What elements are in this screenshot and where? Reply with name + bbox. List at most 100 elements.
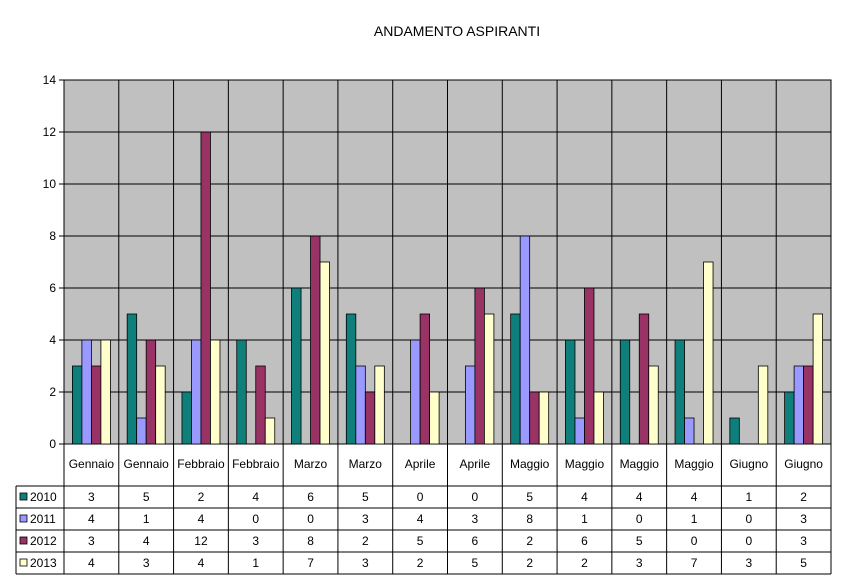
table-cell: 4 <box>636 490 643 504</box>
y-tick-label: 12 <box>43 125 57 139</box>
x-tick-label: Aprile <box>460 457 491 471</box>
x-tick-label: Maggio <box>565 457 605 471</box>
table-cell: 0 <box>417 490 424 504</box>
bar-2010-5 <box>291 287 302 445</box>
bar-2012-3 <box>200 131 211 445</box>
table-cell: 2 <box>417 556 424 570</box>
bar-2010-14 <box>784 391 795 445</box>
table-cell: 5 <box>143 490 150 504</box>
x-tick-label: Maggio <box>674 457 714 471</box>
table-cell: 3 <box>362 512 369 526</box>
bar-2013-6 <box>374 365 385 445</box>
bar-2013-9 <box>538 391 550 445</box>
bar-2013-8 <box>483 313 495 445</box>
bar-2010-6 <box>345 313 357 445</box>
table-cell: 6 <box>472 534 479 548</box>
table-cell: 2 <box>526 556 533 570</box>
bar-2012-10 <box>584 287 595 445</box>
y-tick-label: 14 <box>43 73 57 87</box>
table-cell: 1 <box>581 512 588 526</box>
table-cell: 5 <box>800 556 807 570</box>
legend-label: 2012 <box>30 534 57 548</box>
table-cell: 3 <box>800 534 807 548</box>
x-tick-label: Gennaio <box>69 457 115 471</box>
y-tick-label: 0 <box>49 437 56 451</box>
legend-key-2010 <box>19 492 28 501</box>
table-cell: 4 <box>88 512 95 526</box>
bar-2012-4 <box>255 365 266 445</box>
table-cell: 7 <box>691 556 698 570</box>
y-tick-label: 8 <box>49 229 56 243</box>
bar-2012-2 <box>145 339 157 445</box>
bar-2010-11 <box>619 339 631 445</box>
table-cell: 0 <box>745 534 752 548</box>
table-cell: 5 <box>472 556 479 570</box>
table-cell: 4 <box>88 556 95 570</box>
bar-2012-7 <box>419 313 431 445</box>
table-cell: 5 <box>526 490 533 504</box>
table-cell: 8 <box>526 512 533 526</box>
x-tick-label: Maggio <box>510 457 550 471</box>
table-cell: 3 <box>745 556 752 570</box>
bar-2013-14 <box>812 313 824 445</box>
bar-2011-2 <box>136 417 147 445</box>
legend-label: 2013 <box>30 556 57 570</box>
table-cell: 7 <box>307 556 314 570</box>
table-cell: 3 <box>88 534 95 548</box>
table-cell: 0 <box>307 512 314 526</box>
table-cell: 3 <box>252 534 259 548</box>
x-tick-label: Maggio <box>620 457 660 471</box>
bar-2012-9 <box>529 391 540 445</box>
bar-2012-1 <box>90 365 102 445</box>
table-cell: 1 <box>745 490 752 504</box>
bar-2011-6 <box>355 365 366 445</box>
legend-label: 2011 <box>30 512 56 526</box>
table-cell: 0 <box>691 534 698 548</box>
bar-2012-11 <box>638 313 650 445</box>
bar-2010-12 <box>674 339 685 445</box>
x-tick-label: Gennaio <box>123 457 169 471</box>
table-cell: 5 <box>417 534 424 548</box>
table-cell: 8 <box>307 534 314 548</box>
legend-key-2011 <box>19 514 28 523</box>
table-cell: 4 <box>691 490 698 504</box>
x-tick-label: Marzo <box>294 457 328 471</box>
bar-2011-12 <box>684 417 695 445</box>
bar-2011-9 <box>519 235 531 445</box>
table-cell: 4 <box>252 490 259 504</box>
y-axis: 0 2 4 6 8 10 12 14 <box>43 73 65 451</box>
bar-2010-1 <box>71 365 83 445</box>
x-tick-label: Febbraio <box>177 457 225 471</box>
legend-label: 2010 <box>30 490 57 504</box>
x-tick-label: Marzo <box>349 457 383 471</box>
table-cell: 0 <box>636 512 643 526</box>
table-cell: 4 <box>417 512 424 526</box>
bar-2010-4 <box>236 339 247 445</box>
bar-2011-3 <box>191 339 202 445</box>
table-cell: 3 <box>362 556 369 570</box>
table-cell: 3 <box>143 556 150 570</box>
table-cell: 5 <box>636 534 643 548</box>
bar-2013-4 <box>264 417 276 445</box>
table-cell: 6 <box>581 534 588 548</box>
table-cell: 1 <box>691 512 698 526</box>
bar-2012-14 <box>803 365 814 445</box>
table-cell: 4 <box>581 490 588 504</box>
table-cell: 12 <box>194 534 208 548</box>
y-tick-label: 6 <box>49 281 56 295</box>
bar-2012-5 <box>310 235 321 445</box>
x-tick-label: Giugno <box>784 457 823 471</box>
bar-2013-1 <box>100 339 111 445</box>
table-cell: 2 <box>362 534 369 548</box>
bar-2010-10 <box>565 339 576 445</box>
table-cell: 6 <box>307 490 314 504</box>
legend-key-2012 <box>19 536 28 545</box>
table-cell: 4 <box>198 512 205 526</box>
y-tick-label: 2 <box>49 385 56 399</box>
bar-2011-14 <box>793 365 805 445</box>
bar-2013-10 <box>593 391 604 445</box>
data-table: Gennaio Gennaio Febbraio Febbraio Marzo Marzo… <box>15 457 832 575</box>
bar-2013-3 <box>210 339 221 445</box>
table-cell: 3 <box>88 490 95 504</box>
